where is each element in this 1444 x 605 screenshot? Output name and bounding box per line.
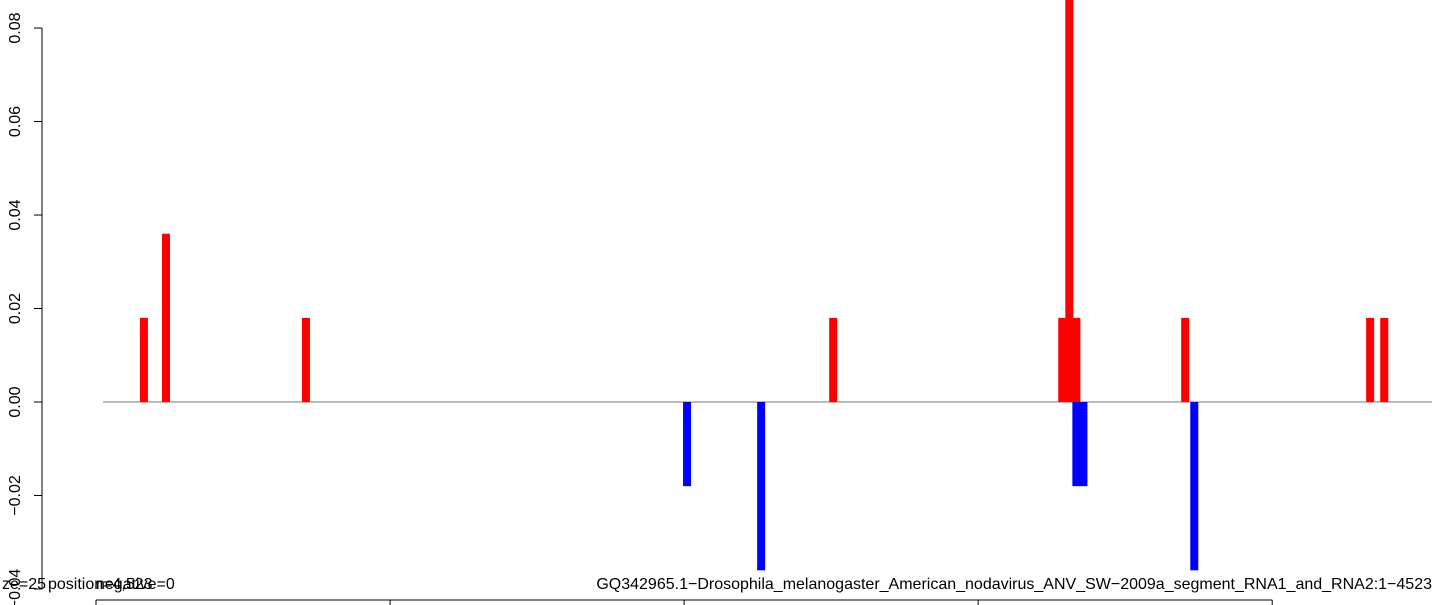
plot-area [103, 0, 1432, 571]
bar [1181, 317, 1190, 403]
bar [1079, 402, 1088, 487]
bar [161, 233, 170, 403]
y-tick-label: −0.04 [7, 569, 24, 605]
bar [1366, 317, 1375, 403]
annotation: position=4,523 [48, 576, 153, 593]
bar [829, 317, 838, 403]
y-tick-label: 0.08 [7, 12, 24, 43]
chart-title: GQ342965.1−Drosophila_melanogaster_Ameri… [596, 576, 1432, 593]
bar [1072, 317, 1081, 403]
bar [683, 402, 692, 487]
y-tick-label: 0.00 [7, 386, 24, 417]
annotation: negative=0 [96, 576, 175, 593]
y-tick-label: −0.02 [7, 475, 24, 516]
bar [1065, 0, 1074, 403]
bar [1380, 317, 1389, 403]
bar [1072, 402, 1081, 487]
bar [1058, 317, 1067, 403]
bar [1190, 402, 1199, 571]
bar [757, 402, 766, 571]
y-tick-label: 0.02 [7, 293, 24, 324]
bar [301, 317, 310, 403]
y-tick-label: 0.04 [7, 199, 24, 230]
bar [139, 317, 148, 403]
y-tick-label: 0.06 [7, 106, 24, 137]
